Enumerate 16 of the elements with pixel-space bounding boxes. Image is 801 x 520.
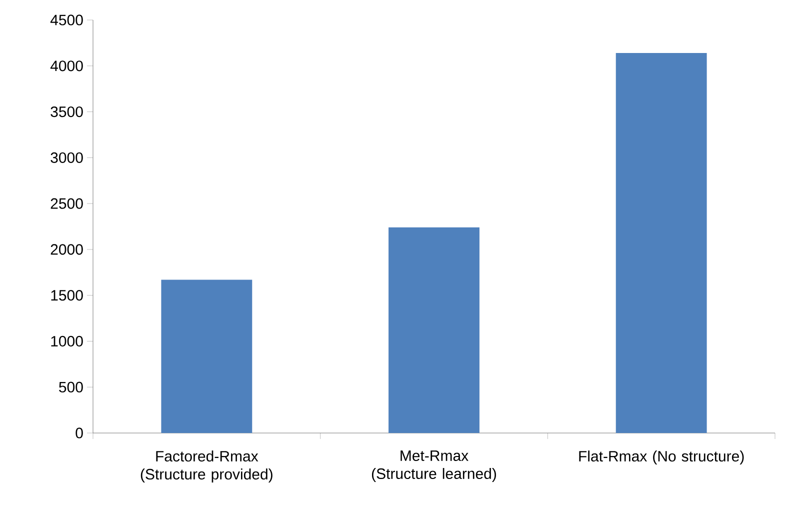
y-tick-label: 4000 (50, 60, 83, 72)
y-tick-label: 3500 (50, 106, 83, 118)
x-tick-label: Flat-Rmax (No structure) (579, 450, 744, 465)
y-tick-label: 1500 (51, 290, 83, 301)
bar (388, 227, 480, 433)
y-tick-label: 2500 (50, 198, 83, 209)
bar (161, 280, 252, 433)
y-tick-label: 500 (59, 382, 83, 392)
bar (616, 53, 707, 433)
x-tick-label: Met-Rmax (Structure learned) (372, 450, 496, 482)
x-tick-label: Factored-Rmax (Structure provided) (140, 450, 272, 483)
y-tick-label: 2000 (50, 244, 83, 255)
y-tick-label: 3000 (50, 152, 83, 163)
y-tick-label: 4500 (50, 14, 83, 26)
y-tick-label: 0 (76, 428, 83, 438)
y-tick-label: 1000 (51, 336, 83, 347)
